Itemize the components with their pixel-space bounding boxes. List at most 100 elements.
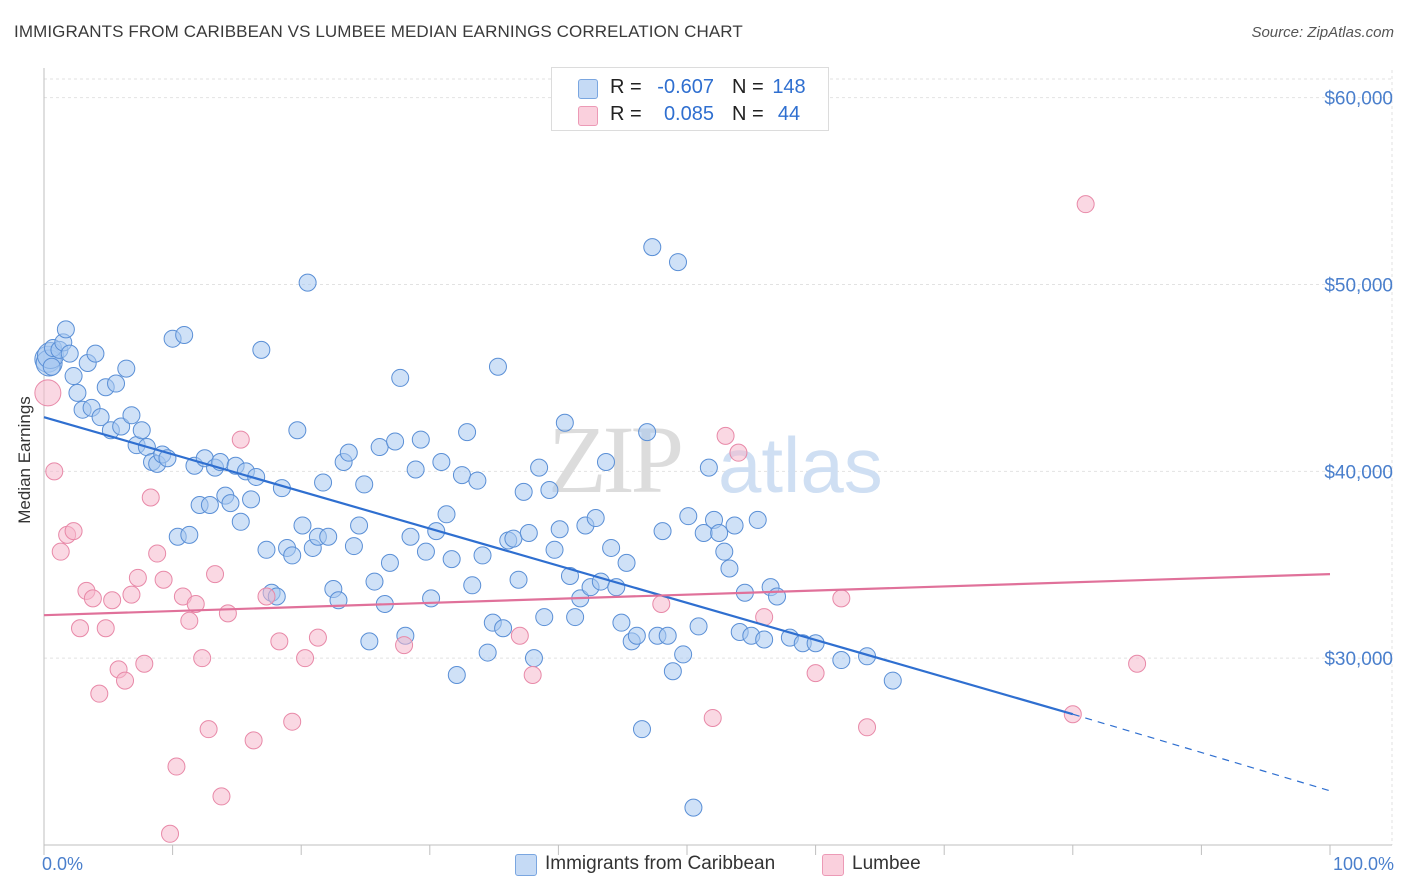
lumbee-point (34, 379, 62, 407)
caribbean-point (365, 572, 384, 591)
caribbean-point (755, 630, 774, 649)
caribbean-point (391, 368, 410, 387)
watermark-atlas: atlas (718, 421, 883, 509)
caribbean-point (386, 432, 405, 451)
legend-r-value: 0.085 (663, 103, 714, 125)
lumbee-point (103, 591, 122, 610)
lumbee-point (257, 587, 276, 606)
caribbean-point (545, 540, 564, 559)
lumbee-point (296, 649, 315, 668)
caribbean-point (283, 546, 302, 565)
scatter-points (34, 195, 1147, 843)
caribbean-point (86, 344, 105, 363)
caribbean-point (380, 553, 399, 572)
caribbean-point (411, 430, 430, 449)
caribbean-point (586, 509, 605, 528)
caribbean-point (509, 570, 528, 589)
legend-row-caribbean: R = -0.607 N = 148 (552, 73, 828, 101)
legend-n-label: N = (732, 76, 764, 98)
caribbean-point (674, 645, 693, 664)
lumbee-point (395, 636, 414, 655)
lumbee-point (45, 462, 64, 481)
caribbean-point (463, 576, 482, 595)
lumbee-point (212, 787, 231, 806)
caribbean-point (406, 460, 425, 479)
lumbee-point (858, 718, 877, 737)
caribbean-point (422, 589, 441, 608)
legend-row-lumbee: R = 0.085 N = 44 (552, 100, 828, 128)
caribbean-point (329, 591, 348, 610)
caribbean-point (653, 522, 672, 541)
x-tick-label-start: 0.0% (42, 854, 83, 874)
caribbean-points (34, 238, 902, 817)
legend-swatch-caribbean (515, 854, 537, 876)
lumbee-trend-line (43, 572, 1331, 617)
caribbean-point (117, 359, 136, 378)
caribbean-point (344, 537, 363, 556)
lumbee-point (148, 544, 167, 563)
caribbean-point (442, 550, 461, 569)
caribbean-point (64, 367, 83, 386)
legend-n-label: N = (732, 103, 764, 125)
y-tick-label: $50,000 (1324, 276, 1393, 297)
caribbean-point (458, 423, 477, 442)
lumbee-point (122, 585, 141, 604)
lumbee-point (71, 619, 90, 638)
caribbean-point (555, 413, 574, 432)
caribbean-point (112, 417, 131, 436)
caribbean-point (221, 494, 240, 513)
caribbean-point (504, 529, 523, 548)
lumbee-point (64, 522, 83, 541)
caribbean-trend-extension (1072, 713, 1331, 792)
lumbee-point (96, 619, 115, 638)
lumbee-point (218, 604, 237, 623)
caribbean-point (699, 458, 718, 477)
caribbean-point (663, 662, 682, 681)
caribbean-point (658, 626, 677, 645)
caribbean-point (242, 490, 261, 509)
caribbean-point (720, 559, 739, 578)
lumbee-point (128, 568, 147, 587)
caribbean-point (288, 421, 307, 440)
caribbean-point (91, 408, 110, 427)
legend-swatch-caribbean (578, 79, 598, 99)
caribbean-point (473, 546, 492, 565)
caribbean-point (293, 516, 312, 535)
caribbean-point (488, 357, 507, 376)
lumbee-point (283, 712, 302, 731)
caribbean-point (298, 273, 317, 292)
caribbean-point (679, 507, 698, 526)
caribbean-point (416, 542, 435, 561)
caribbean-point (452, 466, 471, 485)
lumbee-point (180, 611, 199, 630)
caribbean-point (132, 421, 151, 440)
lumbee-point (167, 757, 186, 776)
caribbean-point (643, 238, 662, 257)
chart-title: IMMIGRANTS FROM CARIBBEAN VS LUMBEE MEDI… (14, 22, 743, 41)
lumbee-point (186, 594, 205, 613)
lumbee-point (510, 626, 529, 645)
lumbee-point (141, 488, 160, 507)
y-axis-label: Median Earnings (15, 396, 34, 524)
caribbean-point (68, 383, 87, 402)
caribbean-point (710, 523, 729, 542)
lumbee-point (832, 589, 851, 608)
caribbean-point (617, 553, 636, 572)
lumbee-point (135, 654, 154, 673)
caribbean-point (432, 453, 451, 471)
lumbee-points (34, 195, 1147, 843)
lumbee-point (90, 684, 109, 703)
tick-labels: $30,000 $40,000 $50,000 $60,000 0.0% 100.0% (42, 89, 1394, 874)
legend-r-value: -0.607 (657, 76, 714, 98)
lumbee-point (703, 708, 722, 727)
caribbean-point (122, 406, 141, 425)
caribbean-point (883, 671, 902, 690)
lumbee-point (51, 542, 70, 561)
caribbean-point (478, 643, 497, 662)
caribbean-point (566, 608, 585, 627)
lumbee-point (308, 628, 327, 647)
caribbean-point (60, 344, 79, 363)
caribbean-point (540, 481, 559, 500)
correlation-legend: R = -0.607 N = 148 R = 0.085 N = 44 (551, 67, 829, 131)
